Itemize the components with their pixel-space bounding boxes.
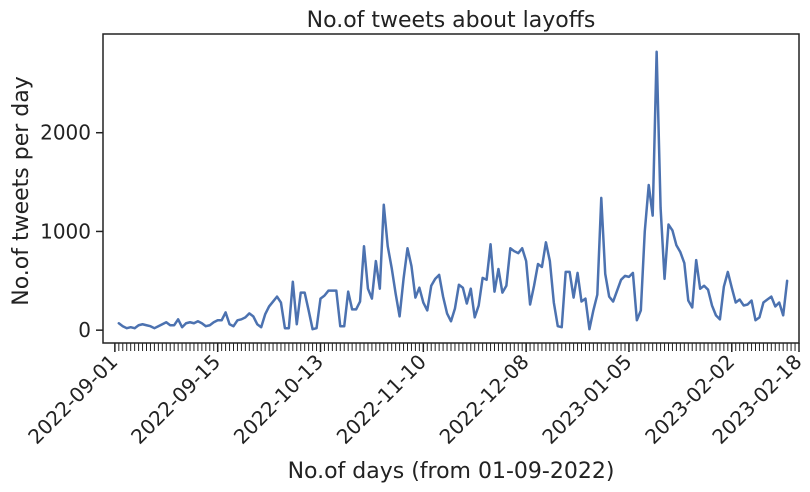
x-tick-label: 2022-10-13	[229, 350, 328, 449]
chart-title: No.of tweets about layoffs	[307, 8, 596, 33]
y-tick-label: 0	[78, 318, 91, 342]
x-minor-ticks	[118, 343, 800, 351]
x-tick-label: 2022-09-01	[23, 350, 122, 449]
x-tick-label: 2022-12-08	[435, 350, 534, 449]
x-axis-ticks: 2022-09-01 2022-09-15 2022-10-13 2022-11-10…	[23, 343, 807, 449]
y-axis-ticks: 0 1000 2000	[40, 121, 103, 342]
y-tick-label: 1000	[40, 219, 91, 243]
x-tick-label: 2023-01-05	[537, 350, 636, 449]
x-tick-label: 2022-11-10	[332, 350, 431, 449]
y-axis-label: No.of tweets per day	[9, 76, 34, 306]
y-tick-label: 2000	[40, 121, 91, 145]
series-line	[117, 50, 789, 331]
x-tick-label: 2022-09-15	[126, 350, 225, 449]
plot-area	[102, 33, 800, 344]
x-axis-label: No.of days (from 01-09-2022)	[288, 459, 615, 484]
